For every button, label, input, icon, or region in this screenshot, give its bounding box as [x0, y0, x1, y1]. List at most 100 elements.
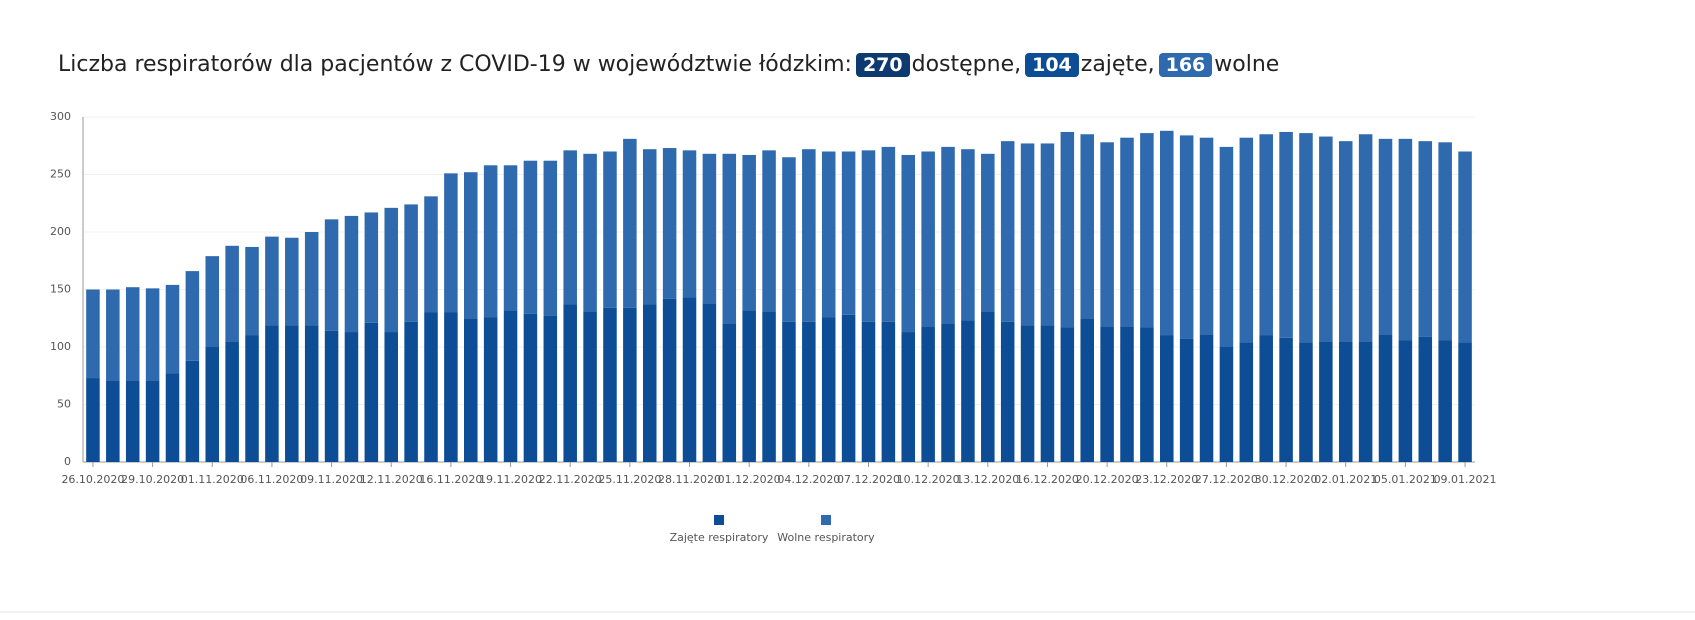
bar-segment — [523, 160, 538, 314]
x-tick-label: 22.11.2020 — [539, 473, 602, 486]
badge: 104 — [1025, 53, 1079, 77]
x-tick-label: 12.11.2020 — [360, 473, 423, 486]
bar-segment — [821, 317, 836, 462]
bar-segment — [603, 307, 617, 462]
bar-segment — [782, 157, 796, 322]
bar-segment — [742, 310, 756, 462]
bar-segment — [762, 150, 776, 312]
bar-segment — [981, 311, 995, 462]
bar-segment — [1100, 326, 1114, 462]
bar-segment — [802, 321, 816, 462]
bar-segment — [265, 325, 279, 462]
bar-segment — [1199, 137, 1214, 335]
bar-segment — [1080, 134, 1094, 319]
bar-segment — [464, 172, 478, 319]
bar-segment — [1259, 335, 1273, 462]
bar-segment — [145, 380, 160, 462]
badge-label: dostępne, — [911, 52, 1022, 77]
bar-segment — [285, 325, 299, 462]
bar-segment — [225, 245, 239, 342]
bar-segment — [782, 321, 796, 462]
bar-segment — [1120, 326, 1134, 462]
legend-swatch — [821, 515, 831, 525]
bar-segment — [404, 321, 418, 462]
bar-segment — [961, 149, 975, 321]
bar-segment — [324, 330, 339, 462]
bar-segment — [1418, 336, 1433, 462]
bar-segment — [503, 310, 518, 462]
x-tick-label: 16.11.2020 — [419, 473, 482, 486]
bar-segment — [86, 378, 100, 462]
bar-segment — [106, 289, 120, 381]
badge-label: zajęte, — [1080, 52, 1155, 77]
bar-segment — [1279, 131, 1293, 338]
bar-segment — [324, 219, 339, 331]
x-tick-label: 26.10.2020 — [61, 473, 124, 486]
bar-segment — [702, 303, 717, 462]
bar-segment — [1120, 137, 1134, 327]
bar-segment — [165, 373, 180, 462]
x-tick-label: 25.11.2020 — [598, 473, 661, 486]
legend-swatch — [714, 515, 724, 525]
x-tick-label: 07.12.2020 — [837, 473, 900, 486]
bar-segment — [1100, 142, 1114, 327]
bar-segment — [245, 246, 259, 336]
bar-segment — [145, 288, 160, 381]
x-tick-label: 20.12.2020 — [1076, 473, 1139, 486]
x-tick-label: 09.01.2021 — [1434, 473, 1497, 486]
bar-segment — [304, 325, 319, 462]
bar-segment — [841, 151, 856, 315]
bar-segment — [205, 256, 220, 347]
bar-segment — [802, 149, 816, 322]
x-tick-label: 28.11.2020 — [658, 473, 721, 486]
x-tick-label: 10.12.2020 — [897, 473, 960, 486]
bar-segment — [304, 232, 319, 326]
bar-segment — [1179, 135, 1194, 339]
bar-segment — [1160, 335, 1174, 462]
bar-segment — [1438, 142, 1452, 341]
bar-segment — [1299, 342, 1313, 462]
y-tick-label: 200 — [50, 225, 71, 238]
bar-segment — [125, 287, 140, 381]
bar-segment — [682, 150, 697, 298]
x-tick-label: 09.11.2020 — [300, 473, 363, 486]
bar-segment — [1219, 146, 1234, 347]
bar-segment — [523, 313, 538, 462]
bar-segment — [861, 150, 876, 322]
bar-segment — [603, 151, 617, 308]
bar-segment — [384, 207, 398, 333]
y-tick-label: 300 — [50, 110, 71, 123]
bar-segment — [404, 204, 418, 322]
bar-segment — [285, 237, 299, 326]
bar-segment — [583, 311, 597, 462]
bar-segment — [483, 165, 498, 318]
bar-segment — [1239, 342, 1254, 462]
badge: 270 — [855, 53, 910, 77]
chart-title: Liczba respiratorów dla pacjentów z COVI… — [58, 52, 852, 77]
bar-segment — [1219, 347, 1234, 462]
y-tick-label: 250 — [50, 168, 71, 181]
bar-segment — [1060, 131, 1075, 328]
bar-segment — [722, 153, 737, 324]
bar-segment — [344, 215, 359, 333]
bar-segment — [1040, 325, 1055, 462]
bar-segment — [543, 160, 558, 316]
bar-segment — [444, 312, 458, 462]
bar-segment — [821, 151, 836, 318]
bar-segment — [921, 326, 935, 462]
bar-segment — [1378, 138, 1393, 335]
x-tick-label: 23.12.2020 — [1135, 473, 1198, 486]
bar-segment — [961, 320, 975, 462]
bar-segment — [185, 271, 200, 361]
bar-segment — [1438, 340, 1452, 462]
bar-segment — [861, 321, 876, 462]
bar-segment — [265, 236, 279, 326]
bar-segment — [185, 360, 200, 462]
bar-segment — [623, 307, 637, 462]
bar-segment — [1398, 138, 1413, 341]
bar-segment — [642, 149, 657, 305]
bar-segment — [1458, 151, 1472, 343]
bar-segment — [921, 151, 935, 327]
bar-segment — [86, 289, 100, 379]
